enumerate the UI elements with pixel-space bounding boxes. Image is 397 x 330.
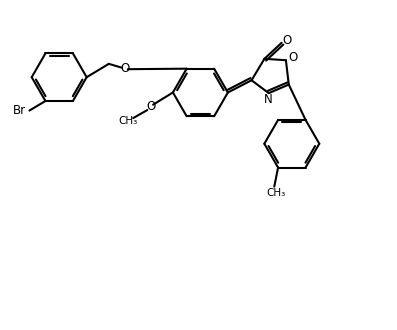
Text: CH₃: CH₃ [119,116,138,126]
Text: CH₃: CH₃ [266,188,286,198]
Text: O: O [288,51,297,64]
Text: O: O [282,34,291,47]
Text: O: O [120,62,129,75]
Text: Br: Br [13,104,27,117]
Text: N: N [264,93,273,106]
Text: O: O [146,100,156,114]
